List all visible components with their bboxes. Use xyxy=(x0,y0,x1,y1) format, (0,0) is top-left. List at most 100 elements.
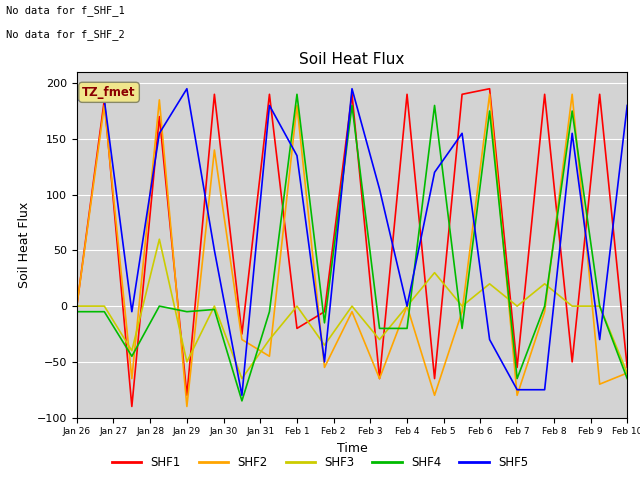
SHF1 xyxy=(238,331,246,337)
Line: SHF4: SHF4 xyxy=(77,94,627,401)
SHF2 xyxy=(513,393,521,398)
SHF4 xyxy=(73,309,81,314)
SHF5 xyxy=(513,387,521,393)
Y-axis label: Soil Heat Flux: Soil Heat Flux xyxy=(18,202,31,288)
SHF1 xyxy=(348,91,356,97)
SHF2 xyxy=(458,309,466,314)
SHF4 xyxy=(321,320,328,326)
SHF2 xyxy=(266,353,273,359)
Legend: SHF1, SHF2, SHF3, SHF4, SHF5: SHF1, SHF2, SHF3, SHF4, SHF5 xyxy=(107,452,533,474)
SHF4 xyxy=(541,303,548,309)
SHF5 xyxy=(376,186,383,192)
SHF5 xyxy=(211,248,218,253)
SHF3 xyxy=(458,303,466,309)
SHF3 xyxy=(568,303,576,309)
SHF4 xyxy=(568,108,576,114)
SHF5 xyxy=(293,153,301,158)
SHF1 xyxy=(541,91,548,97)
SHF1 xyxy=(211,91,218,97)
SHF5 xyxy=(73,97,81,103)
SHF2 xyxy=(73,303,81,309)
SHF1 xyxy=(431,376,438,382)
SHF3 xyxy=(348,303,356,309)
SHF3 xyxy=(266,336,273,342)
SHF4 xyxy=(266,309,273,314)
SHF1 xyxy=(183,393,191,398)
SHF5 xyxy=(486,336,493,342)
SHF5 xyxy=(183,86,191,92)
SHF3 xyxy=(486,281,493,287)
SHF5 xyxy=(623,103,631,108)
SHF1 xyxy=(376,376,383,382)
SHF3 xyxy=(183,359,191,365)
SHF2 xyxy=(376,376,383,382)
SHF2 xyxy=(321,364,328,370)
SHF2 xyxy=(348,309,356,314)
SHF4 xyxy=(348,103,356,108)
SHF4 xyxy=(238,398,246,404)
SHF4 xyxy=(183,309,191,314)
SHF2 xyxy=(238,336,246,342)
SHF1 xyxy=(321,309,328,314)
SHF2 xyxy=(541,309,548,314)
SHF5 xyxy=(568,131,576,136)
SHF3 xyxy=(513,303,521,309)
SHF1 xyxy=(596,91,604,97)
SHF2 xyxy=(486,91,493,97)
SHF2 xyxy=(100,103,108,108)
SHF1 xyxy=(100,97,108,103)
SHF1 xyxy=(403,91,411,97)
SHF1 xyxy=(513,364,521,370)
SHF5 xyxy=(156,131,163,136)
Title: Soil Heat Flux: Soil Heat Flux xyxy=(300,52,404,67)
SHF2 xyxy=(128,376,136,382)
SHF3 xyxy=(100,303,108,309)
SHF3 xyxy=(128,348,136,354)
SHF5 xyxy=(128,309,136,314)
SHF4 xyxy=(376,325,383,331)
Line: SHF1: SHF1 xyxy=(77,89,627,407)
SHF4 xyxy=(100,309,108,314)
SHF3 xyxy=(156,236,163,242)
SHF5 xyxy=(321,359,328,365)
SHF1 xyxy=(156,114,163,120)
SHF2 xyxy=(623,370,631,376)
SHF5 xyxy=(541,387,548,393)
SHF2 xyxy=(568,91,576,97)
SHF3 xyxy=(431,270,438,276)
X-axis label: Time: Time xyxy=(337,442,367,455)
Line: SHF3: SHF3 xyxy=(77,239,627,379)
SHF2 xyxy=(156,97,163,103)
SHF4 xyxy=(623,376,631,382)
SHF5 xyxy=(238,393,246,398)
SHF5 xyxy=(458,131,466,136)
SHF5 xyxy=(596,336,604,342)
SHF2 xyxy=(403,303,411,309)
SHF3 xyxy=(541,281,548,287)
SHF4 xyxy=(431,103,438,108)
SHF3 xyxy=(238,376,246,382)
SHF4 xyxy=(211,307,218,312)
SHF4 xyxy=(293,91,301,97)
SHF5 xyxy=(431,169,438,175)
SHF1 xyxy=(486,86,493,92)
SHF3 xyxy=(623,370,631,376)
Line: SHF5: SHF5 xyxy=(77,89,627,396)
SHF4 xyxy=(486,108,493,114)
SHF1 xyxy=(73,303,81,309)
SHF3 xyxy=(293,303,301,309)
SHF1 xyxy=(623,364,631,370)
SHF2 xyxy=(596,381,604,387)
SHF1 xyxy=(458,91,466,97)
SHF3 xyxy=(596,303,604,309)
SHF1 xyxy=(568,359,576,365)
SHF3 xyxy=(73,303,81,309)
SHF4 xyxy=(156,303,163,309)
SHF4 xyxy=(596,303,604,309)
SHF3 xyxy=(211,303,218,309)
SHF2 xyxy=(183,404,191,409)
Text: No data for f_SHF_2: No data for f_SHF_2 xyxy=(6,29,125,40)
SHF2 xyxy=(431,393,438,398)
SHF5 xyxy=(348,86,356,92)
SHF3 xyxy=(376,336,383,342)
